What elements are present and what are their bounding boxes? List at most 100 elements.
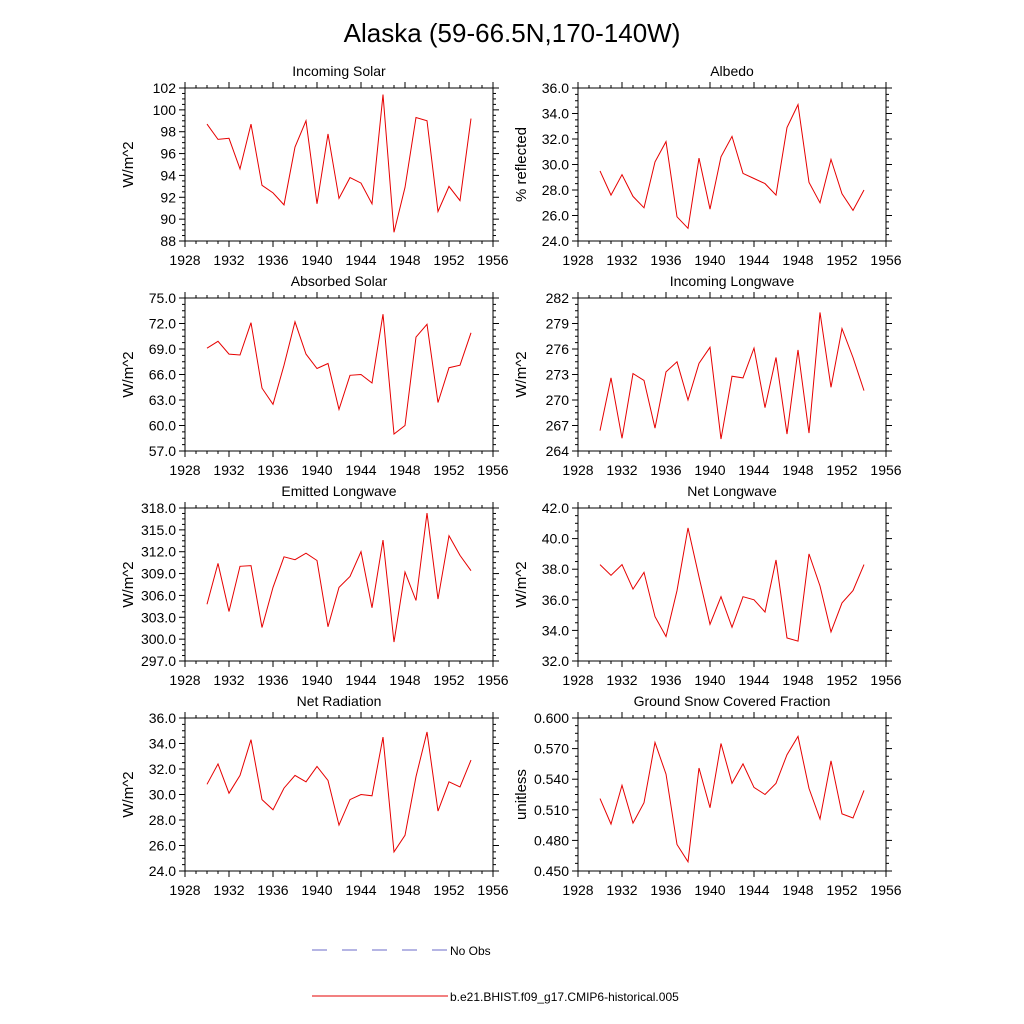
y-tick-label: 72.0 — [149, 316, 176, 332]
x-tick-label: 1944 — [345, 252, 376, 268]
y-tick-label: 306.0 — [141, 587, 176, 603]
x-tick-label: 1928 — [169, 882, 200, 898]
series-line — [599, 102, 865, 230]
plot-frame — [577, 507, 887, 662]
y-tick-label: 94 — [160, 167, 176, 183]
y-tick-label: 26.0 — [149, 838, 176, 854]
y-tick-label: 32.0 — [542, 131, 569, 147]
y-tick-label: 264 — [546, 443, 570, 459]
x-tick-label: 1936 — [257, 252, 288, 268]
x-tick-label: 1944 — [345, 462, 376, 478]
y-tick-label: 309.0 — [141, 566, 176, 582]
x-tick-label: 1948 — [782, 882, 813, 898]
panel-title: Albedo — [710, 63, 754, 79]
x-tick-label: 1956 — [477, 462, 508, 478]
x-tick-label: 1928 — [169, 672, 200, 688]
y-tick-label: 32.0 — [149, 761, 176, 777]
x-tick-label: 1940 — [301, 252, 332, 268]
series-line — [206, 513, 472, 643]
panel-6: 32.0 34.0 36.0 38.0 40.0 42.0 1928 1932 1936 1940… — [513, 483, 902, 688]
y-tick-label: 34.0 — [149, 736, 176, 752]
legend: No Obs b.e21.BHIST.f09_g17.CMIP6-histori… — [312, 944, 679, 1004]
x-tick-label: 1956 — [870, 882, 901, 898]
x-tick-label: 1952 — [826, 462, 857, 478]
x-tick-label: 1948 — [389, 252, 420, 268]
y-axis-label: W/m^2 — [120, 141, 137, 187]
y-tick-label: 300.0 — [141, 631, 176, 647]
x-tick-label: 1952 — [826, 882, 857, 898]
x-tick-label: 1944 — [345, 672, 376, 688]
y-tick-label: 69.0 — [149, 341, 176, 357]
x-tick-label: 1936 — [257, 882, 288, 898]
y-tick-label: 60.0 — [149, 418, 176, 434]
x-tick-label: 1940 — [694, 882, 725, 898]
series-line — [599, 735, 865, 864]
x-tick-label: 1936 — [257, 672, 288, 688]
y-tick-label: 40.0 — [542, 531, 569, 547]
panel-4: 264 267 270 273 276 279 282 1928 1932 1936 1940 194… — [513, 273, 902, 478]
legend-label-model: b.e21.BHIST.f09_g17.CMIP6-historical.005 — [450, 990, 679, 1004]
x-tick-label: 1948 — [389, 672, 420, 688]
y-tick-label: 38.0 — [542, 561, 569, 577]
y-tick-label: 28.0 — [149, 812, 176, 828]
y-tick-label: 0.510 — [534, 802, 569, 818]
y-tick-label: 0.600 — [534, 710, 569, 726]
x-tick-label: 1956 — [870, 462, 901, 478]
x-tick-label: 1952 — [826, 672, 857, 688]
y-tick-label: 24.0 — [149, 863, 176, 879]
y-tick-label: 30.0 — [542, 157, 569, 173]
plot-frame — [184, 717, 494, 872]
y-tick-label: 34.0 — [542, 622, 569, 638]
y-tick-label: 100 — [153, 102, 177, 118]
y-tick-label: 0.480 — [534, 832, 569, 848]
panel-5: 297.0 300.0 303.0 306.0 309.0 312.0 315.0 318.0… — [120, 483, 509, 688]
x-tick-label: 1952 — [433, 672, 464, 688]
x-tick-label: 1928 — [169, 252, 200, 268]
plot-frame — [184, 87, 494, 242]
x-tick-label: 1940 — [301, 882, 332, 898]
x-tick-label: 1932 — [213, 882, 244, 898]
x-tick-label: 1928 — [169, 462, 200, 478]
panel-1: 88 90 92 94 96 98 100 102 1928 1932 1936 1940 1944 19… — [120, 63, 509, 268]
panel-2: 24.0 26.0 28.0 30.0 32.0 34.0 36.0 1928 1932 1936… — [513, 63, 902, 268]
series-line — [206, 731, 472, 854]
y-axis-label: W/m^2 — [120, 351, 137, 397]
y-tick-label: 32.0 — [542, 653, 569, 669]
x-tick-label: 1956 — [870, 672, 901, 688]
x-tick-label: 1936 — [650, 462, 681, 478]
y-tick-label: 57.0 — [149, 443, 176, 459]
x-tick-label: 1932 — [606, 252, 637, 268]
x-tick-label: 1940 — [301, 672, 332, 688]
x-tick-label: 1944 — [738, 882, 769, 898]
x-tick-label: 1952 — [433, 882, 464, 898]
panel-title: Incoming Solar — [292, 63, 386, 79]
legend-label-no-obs: No Obs — [450, 944, 491, 958]
x-tick-label: 1940 — [694, 672, 725, 688]
panel-title: Incoming Longwave — [670, 273, 795, 289]
y-axis-label: W/m^2 — [120, 771, 137, 817]
x-tick-label: 1932 — [213, 672, 244, 688]
x-tick-label: 1948 — [389, 882, 420, 898]
x-tick-label: 1956 — [477, 672, 508, 688]
x-tick-label: 1940 — [301, 462, 332, 478]
x-tick-label: 1932 — [606, 672, 637, 688]
x-tick-label: 1952 — [433, 462, 464, 478]
x-tick-label: 1948 — [782, 672, 813, 688]
x-tick-label: 1932 — [606, 882, 637, 898]
x-tick-label: 1944 — [738, 252, 769, 268]
x-tick-label: 1940 — [694, 252, 725, 268]
y-tick-label: 282 — [546, 290, 570, 306]
y-tick-label: 30.0 — [149, 787, 176, 803]
y-tick-label: 279 — [546, 316, 570, 332]
x-tick-label: 1936 — [650, 672, 681, 688]
x-tick-label: 1936 — [257, 462, 288, 478]
plot-frame — [577, 87, 887, 242]
x-tick-label: 1944 — [345, 882, 376, 898]
y-tick-label: 63.0 — [149, 392, 176, 408]
y-tick-label: 0.570 — [534, 741, 569, 757]
x-tick-label: 1936 — [650, 252, 681, 268]
panel-title: Absorbed Solar — [291, 273, 388, 289]
plot-frame — [184, 507, 494, 662]
y-tick-label: 303.0 — [141, 609, 176, 625]
y-tick-label: 36.0 — [542, 80, 569, 96]
